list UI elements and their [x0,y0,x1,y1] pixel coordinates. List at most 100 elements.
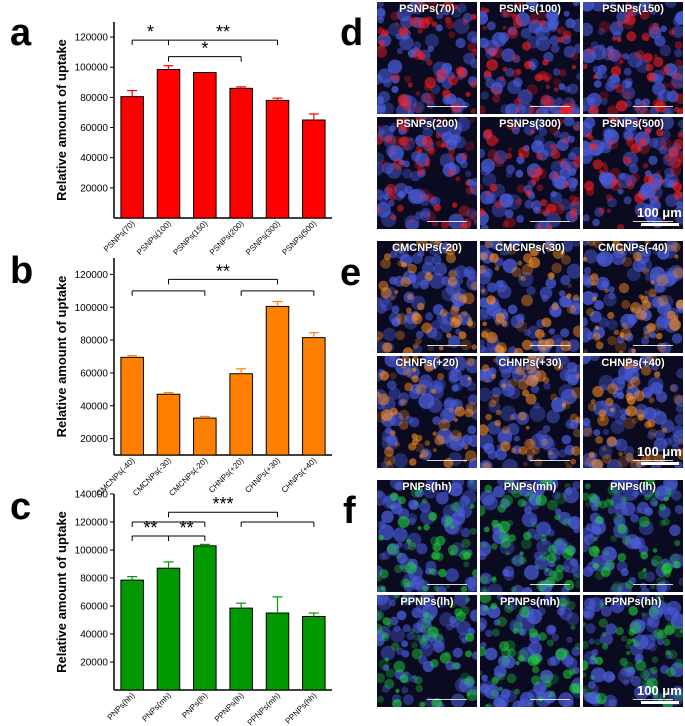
y-tick-label: 60000 [80,602,108,613]
micrograph-scale-bar [633,584,673,585]
scale-bar [641,701,679,704]
panel-letter-b: b [10,250,34,292]
micrograph-title: CMCNPs(-20) [392,242,462,254]
x-tick-label: PPNPs(lh) [213,691,246,724]
bar-PSNPs(500) [302,119,326,219]
micrograph-panel-d: PSNPs(70) PSNPs(100) PSNPs(150) PSNPs(200) P… [377,2,683,229]
y-tick-label: 20000 [80,183,108,194]
bar-PNPs(mh) [156,567,181,691]
y-tick-label: 40000 [80,153,108,164]
micrograph-image [377,595,477,707]
micrograph-title: PNPs(mh) [503,481,557,493]
y-tick-label: 60000 [80,123,108,134]
x-tick-label: PSNPs(500) [280,219,318,257]
micrograph-title: PPNPs(lh) [400,596,454,608]
micrograph-scale-bar [530,584,570,585]
micrograph-image [583,480,683,592]
micrograph-scale-bar [530,106,570,107]
micrograph-title: PSNPs(500) [602,118,664,130]
micrograph-image [583,241,683,353]
micrograph-scale-bar [530,345,570,346]
micrograph-image [377,480,477,592]
x-tick-label: PSNPs(100) [135,219,173,257]
y-tick-label: 80000 [80,336,108,347]
x-tick-label: PSNPs(200) [208,219,246,257]
micrograph-title: PSNPs(100) [499,3,561,15]
micrograph-title: PPNPs(hh) [604,596,662,608]
panel-letter-f: f [343,490,356,532]
micrograph-tile: PPNPs(lh) [377,595,477,707]
chart-a: 20000 40000 60000 80000 100000 120000 Relative… [54,22,332,257]
significance-label: ** [216,261,230,281]
scale-bar-label: 100 μm [637,444,682,459]
scale-bar-label: 100 μm [637,205,682,220]
micrograph-scale-bar [427,106,467,107]
micrograph-image [583,2,683,114]
significance-label: ** [180,518,194,538]
micrograph-tile: CMCNPs(-30) [480,241,580,353]
y-tick-label: 20000 [80,434,108,445]
micrograph-image [377,241,477,353]
micrograph-tile: PNPs(lh) [583,480,683,592]
bar-PPNPs(hh) [302,616,326,691]
micrograph-tile: PSNPs(200) [377,117,477,229]
bar-CHNPs(+20) [229,373,253,456]
bar-PPNPs(mh) [265,612,290,691]
bar-PSNPs(150) [193,72,217,219]
x-tick-label: PSNPs(150) [171,219,209,257]
micrograph-title: PSNPs(300) [499,118,561,130]
x-tick-label: CHNPs(+20) [207,456,246,495]
bar-PNPs(hh) [120,579,144,691]
x-tick-label: PNPs(lh) [180,691,209,720]
micrograph-tile: PNPs(hh) [377,480,477,592]
micrograph-image [377,117,477,229]
bar-CMCNPs(-20) [193,417,217,456]
micrograph-tile: CHNPs(+20) [377,356,477,468]
bar-PSNPs(300) [265,99,290,219]
micrograph-tile: PSNPs(100) [480,2,580,114]
bar-PSNPs(200) [229,87,253,219]
panel-letter-a: a [10,12,32,54]
x-tick-label: CHNPs(+30) [243,456,282,495]
micrograph-title: PSNPs(150) [602,3,664,15]
micrograph-title: CMCNPs(-40) [598,242,668,254]
significance-label: * [147,22,154,42]
micrograph-scale-bar [633,699,673,700]
scale-bar [641,223,679,226]
micrograph-image [377,2,477,114]
panel-letter-d: d [340,12,364,54]
x-tick-label: PSNPs(70) [102,219,137,254]
micrograph-title: CHNPs(+20) [395,357,459,369]
y-tick-label: 120000 [75,270,109,281]
scale-bar-label: 100 μm [637,683,682,698]
micrograph-title: PSNPs(200) [396,118,458,130]
y-axis-label: Relative amount of uptake [54,39,69,201]
y-tick-label: 40000 [80,401,108,412]
micrograph-title: PNPs(lh) [610,481,656,493]
y-axis-label: Relative amount of uptake [54,276,69,438]
micrograph-scale-bar [427,221,467,222]
significance-label: * [201,39,208,59]
y-tick-label: 40000 [80,630,108,641]
micrograph-tile: PSNPs(150) [583,2,683,114]
micrograph-title: CHNPs(+30) [498,357,562,369]
micrograph-scale-bar [633,106,673,107]
micrograph-image [480,595,580,707]
micrograph-panel-f: PNPs(hh) PNPs(mh) PNPs(lh) PPNPs(lh) PPNPs(m… [377,480,683,707]
panel-letter-e: e [340,252,362,294]
y-tick-label: 120000 [75,33,109,44]
significance-label: ** [216,22,230,42]
x-tick-label: PSNPs(300) [244,219,282,257]
micrograph-scale-bar [530,699,570,700]
micrograph-scale-bar [633,221,673,222]
micrograph-image [480,241,580,353]
micrograph-scale-bar [427,460,467,461]
significance-label: *** [212,494,233,514]
y-tick-label: 100000 [75,63,109,74]
micrograph-image [377,356,477,468]
micrograph-scale-bar [633,460,673,461]
micrograph-image [480,117,580,229]
micrograph-scale-bar [530,460,570,461]
micrograph-title: CMCNPs(-30) [495,242,565,254]
